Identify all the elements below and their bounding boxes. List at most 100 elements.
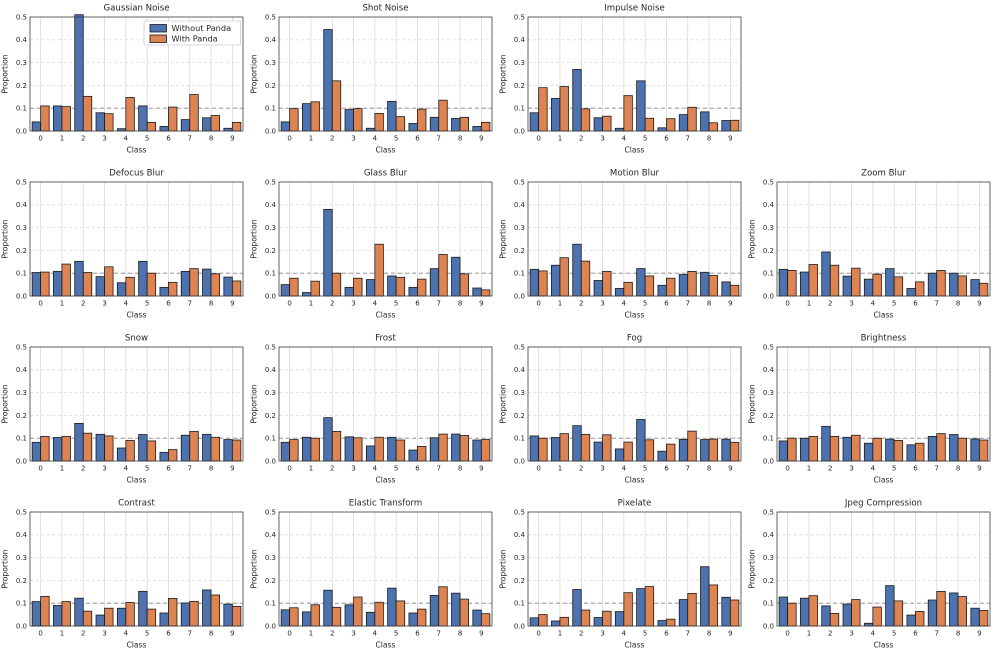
- x-tick-label: 1: [60, 465, 64, 473]
- bar-without-panda: [159, 126, 169, 132]
- bar-without-panda: [95, 276, 105, 297]
- y-tick-label: 0.5: [16, 13, 27, 21]
- x-tick-label: 1: [558, 465, 562, 473]
- bar-with-panda: [231, 121, 242, 132]
- y-tick-label: 0.2: [265, 577, 276, 585]
- bar-with-panda: [395, 600, 406, 627]
- bar-with-panda: [331, 272, 342, 297]
- bar-with-panda: [146, 608, 157, 627]
- x-tick-label: 4: [871, 300, 876, 308]
- bar-without-panda: [614, 448, 625, 462]
- bar-without-panda: [721, 120, 731, 132]
- x-tick-label: 1: [309, 135, 313, 143]
- bar-with-panda: [189, 268, 199, 297]
- x-tick-label: 4: [871, 465, 876, 473]
- bar-with-panda: [893, 600, 904, 627]
- y-tick-label: 0.4: [265, 201, 277, 209]
- bar-with-panda: [666, 277, 676, 297]
- y-tick-label: 0.3: [265, 59, 276, 67]
- bar-with-panda: [480, 613, 491, 627]
- bar-without-panda: [451, 592, 461, 627]
- y-axis-label: Proportion: [250, 219, 259, 258]
- bar-with-panda: [331, 606, 342, 627]
- x-axis-label: Class: [874, 641, 894, 650]
- y-tick-label: 0.5: [16, 178, 27, 186]
- bar-without-panda: [657, 450, 667, 462]
- bar-without-panda: [906, 288, 916, 297]
- x-tick-label: 3: [600, 630, 604, 638]
- bar-with-panda: [978, 282, 989, 297]
- bar-with-panda: [808, 264, 818, 297]
- bar-with-panda: [644, 275, 655, 297]
- y-tick-label: 0.2: [16, 412, 27, 420]
- x-tick-label: 5: [643, 465, 647, 473]
- x-tick-label: 6: [664, 465, 669, 473]
- y-tick-label: 0.2: [763, 247, 774, 255]
- bar-with-panda: [231, 439, 242, 462]
- bar-with-panda: [417, 446, 427, 462]
- bar-with-panda: [146, 440, 157, 462]
- bar-with-panda: [374, 601, 384, 627]
- y-tick-label: 0.3: [763, 224, 774, 232]
- x-tick-label: 3: [102, 300, 106, 308]
- x-tick-label: 1: [60, 135, 64, 143]
- bar-without-panda: [159, 451, 169, 462]
- x-tick-label: 7: [188, 465, 192, 473]
- x-axis-label: Class: [376, 146, 396, 155]
- bar-with-panda: [851, 434, 861, 462]
- bar-without-panda: [180, 434, 191, 462]
- y-tick-label: 0.5: [514, 178, 525, 186]
- x-tick-label: 6: [415, 465, 420, 473]
- x-tick-label: 3: [102, 465, 106, 473]
- y-axis-label: Proportion: [499, 54, 508, 93]
- bar-with-panda: [82, 272, 93, 297]
- bar-without-panda: [408, 123, 418, 132]
- bar-without-panda: [800, 437, 810, 462]
- y-tick-label: 0.5: [265, 343, 276, 351]
- x-tick-label: 2: [81, 300, 85, 308]
- x-tick-label: 7: [188, 630, 192, 638]
- y-axis-label: Proportion: [250, 549, 259, 588]
- bar-without-panda: [202, 433, 212, 462]
- bar-with-panda: [957, 437, 967, 462]
- bar-with-panda: [708, 584, 718, 627]
- bar-without-panda: [180, 270, 191, 297]
- bar-with-panda: [104, 435, 114, 462]
- bar-with-panda: [289, 607, 299, 627]
- bar-without-panda: [180, 119, 191, 132]
- bar-with-panda: [538, 437, 548, 462]
- y-tick-label: 0.4: [514, 531, 526, 539]
- bar-without-panda: [223, 603, 233, 627]
- bar-with-panda: [602, 270, 612, 297]
- bar-with-panda: [210, 273, 220, 297]
- bar-without-panda: [970, 279, 980, 297]
- y-tick-label: 0.5: [514, 343, 525, 351]
- bar-without-panda: [927, 272, 938, 297]
- axes-spines: [29, 181, 244, 297]
- bar-with-panda: [623, 281, 633, 297]
- x-tick-label: 5: [892, 465, 896, 473]
- bar-with-panda: [417, 108, 427, 132]
- y-tick-label: 0.3: [16, 389, 27, 397]
- x-tick-label: 6: [415, 135, 420, 143]
- bar-with-panda: [644, 439, 655, 462]
- y-tick-label: 0.5: [265, 178, 276, 186]
- x-tick-label: 8: [209, 465, 213, 473]
- x-tick-label: 4: [124, 630, 129, 638]
- x-tick-label: 8: [209, 135, 213, 143]
- x-tick-label: 0: [785, 300, 789, 308]
- bar-with-panda: [708, 122, 718, 132]
- bar-with-panda: [459, 598, 469, 627]
- chart-cell-glass-blur: 0.0 0.1 0.2 0.3 0.4 0.5 0 1 2 3 4 5 6 7 8 9 Glass Blur Cl…: [249, 165, 498, 330]
- bar-without-panda: [53, 605, 63, 627]
- bar-with-panda: [82, 95, 93, 132]
- bar-with-panda: [559, 433, 569, 462]
- bar-with-panda: [687, 106, 697, 132]
- y-axis-label: Proportion: [499, 384, 508, 423]
- y-tick-label: 0.5: [16, 508, 27, 516]
- bar-with-panda: [310, 280, 320, 297]
- bar-with-panda: [125, 276, 135, 297]
- bar-without-panda: [970, 438, 980, 462]
- x-tick-label: 9: [479, 300, 483, 308]
- chart-title: Defocus Blur: [109, 169, 164, 179]
